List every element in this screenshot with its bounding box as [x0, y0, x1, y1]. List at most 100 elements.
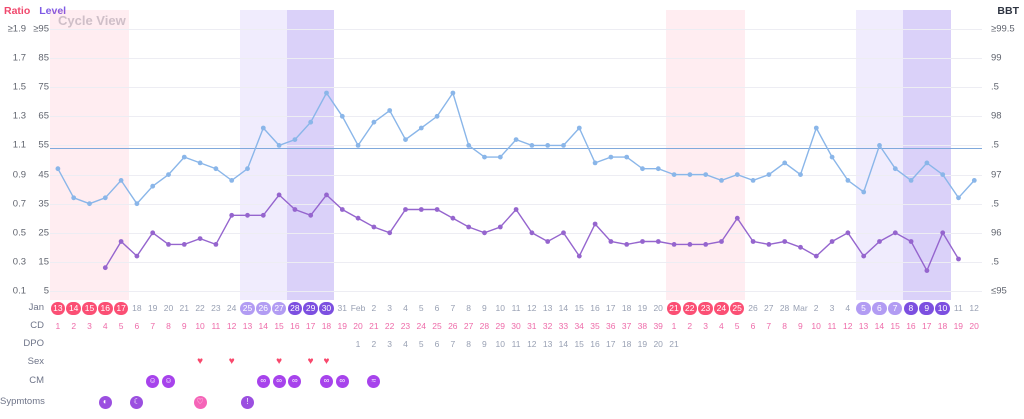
level-point[interactable] [640, 239, 645, 244]
sex-cell[interactable] [145, 353, 161, 371]
date-cell[interactable]: 9 [477, 300, 493, 316]
date-cell[interactable]: 2 [366, 300, 382, 316]
cm-cell[interactable] [303, 372, 319, 390]
symptom-cell[interactable] [824, 392, 840, 412]
date-cell[interactable]: 26 [745, 300, 761, 316]
sex-heart-icon[interactable]: ♥ [276, 356, 283, 367]
sex-cell[interactable] [887, 353, 903, 371]
bbt-point[interactable] [892, 166, 898, 172]
date-cell[interactable]: Feb [350, 300, 366, 316]
symptom-cell[interactable] [856, 392, 872, 412]
date-cell[interactable]: 25 [240, 300, 256, 316]
sex-cell[interactable] [461, 353, 477, 371]
bbt-point[interactable] [971, 178, 977, 183]
cm-cell[interactable] [382, 372, 398, 390]
cm-cell[interactable] [871, 372, 887, 390]
bbt-point[interactable] [466, 143, 472, 148]
bbt-point[interactable] [150, 183, 156, 189]
cm-cell[interactable] [350, 372, 366, 390]
level-point[interactable] [576, 253, 582, 259]
cm-cell[interactable]: ∞ [255, 372, 271, 390]
level-point[interactable] [276, 192, 282, 198]
bbt-point[interactable] [213, 166, 219, 172]
level-point[interactable] [513, 207, 519, 212]
level-point[interactable] [908, 239, 914, 244]
bbt-point[interactable] [260, 125, 266, 131]
date-cell[interactable]: 8 [461, 300, 477, 316]
sex-heart-icon[interactable]: ♥ [307, 356, 314, 367]
level-point[interactable] [829, 239, 835, 244]
level-point[interactable] [418, 207, 424, 212]
symptom-cell[interactable] [919, 392, 935, 412]
bbt-point[interactable] [624, 154, 630, 160]
level-point[interactable] [134, 253, 140, 259]
sex-cell[interactable] [382, 353, 398, 371]
cm-cell[interactable]: ∞ [271, 372, 287, 390]
sex-cell[interactable]: ♥ [192, 353, 208, 371]
cm-cell[interactable] [966, 372, 982, 390]
date-cell[interactable]: 14 [556, 300, 572, 316]
level-point[interactable] [861, 253, 867, 259]
bbt-point[interactable] [829, 154, 835, 160]
symptom-cell[interactable] [271, 392, 287, 412]
level-point[interactable] [482, 230, 487, 236]
date-cell[interactable]: 15 [571, 300, 587, 316]
sex-cell[interactable] [745, 353, 761, 371]
bbt-point[interactable] [55, 166, 61, 172]
date-cell[interactable]: 19 [145, 300, 161, 316]
sex-cell[interactable] [176, 353, 192, 371]
symptom-cell[interactable] [745, 392, 761, 412]
level-point[interactable] [245, 212, 250, 218]
symptom-cell[interactable] [903, 392, 919, 412]
level-point[interactable] [750, 239, 756, 244]
symptom-cell[interactable] [840, 392, 856, 412]
sex-cell[interactable] [950, 353, 966, 371]
bbt-point[interactable] [877, 143, 882, 148]
cm-cell[interactable] [792, 372, 808, 390]
sex-cell[interactable] [445, 353, 461, 371]
date-cell[interactable]: 14 [66, 300, 82, 316]
symptom-cell[interactable] [445, 392, 461, 412]
symptom-cell[interactable] [161, 392, 177, 412]
cm-cell[interactable] [603, 372, 619, 390]
date-cell[interactable]: 21 [176, 300, 192, 316]
level-point[interactable] [608, 239, 614, 244]
date-cell[interactable]: 18 [129, 300, 145, 316]
bbt-point[interactable] [387, 108, 393, 113]
level-point[interactable] [450, 215, 456, 221]
symptom-icon[interactable]: ◐ [98, 395, 112, 409]
level-point[interactable] [703, 242, 709, 247]
symptom-cell[interactable] [413, 392, 429, 412]
bbt-point[interactable] [798, 172, 803, 178]
sex-cell[interactable] [50, 353, 66, 371]
level-point[interactable] [719, 239, 724, 244]
date-cell[interactable]: 24 [713, 300, 729, 316]
sex-cell[interactable] [492, 353, 508, 371]
level-point[interactable] [813, 253, 819, 259]
cm-icon[interactable]: ∞ [335, 374, 349, 388]
bbt-point[interactable] [166, 172, 171, 178]
level-point[interactable] [118, 239, 124, 244]
level-point[interactable] [229, 212, 235, 218]
sex-heart-icon[interactable]: ♥ [197, 356, 204, 367]
cm-cell[interactable]: ∞ [319, 372, 335, 390]
bbt-point[interactable] [71, 195, 77, 201]
sex-cell[interactable] [255, 353, 271, 371]
level-point[interactable] [734, 215, 740, 221]
cm-cell[interactable]: ☺ [161, 372, 177, 390]
date-cell[interactable]: 13 [540, 300, 556, 316]
sex-cell[interactable] [82, 353, 98, 371]
level-point[interactable] [940, 230, 946, 236]
cm-cell[interactable] [824, 372, 840, 390]
cm-cell[interactable] [808, 372, 824, 390]
bbt-point[interactable] [561, 143, 566, 148]
level-point[interactable] [181, 242, 187, 247]
date-cell[interactable]: 6 [429, 300, 445, 316]
symptom-cell[interactable] [713, 392, 729, 412]
cm-cell[interactable] [540, 372, 556, 390]
sex-cell[interactable] [587, 353, 603, 371]
date-cell[interactable]: 29 [303, 300, 319, 316]
date-cell[interactable]: 7 [887, 300, 903, 316]
date-cell[interactable]: 28 [287, 300, 303, 316]
symptom-cell[interactable] [382, 392, 398, 412]
